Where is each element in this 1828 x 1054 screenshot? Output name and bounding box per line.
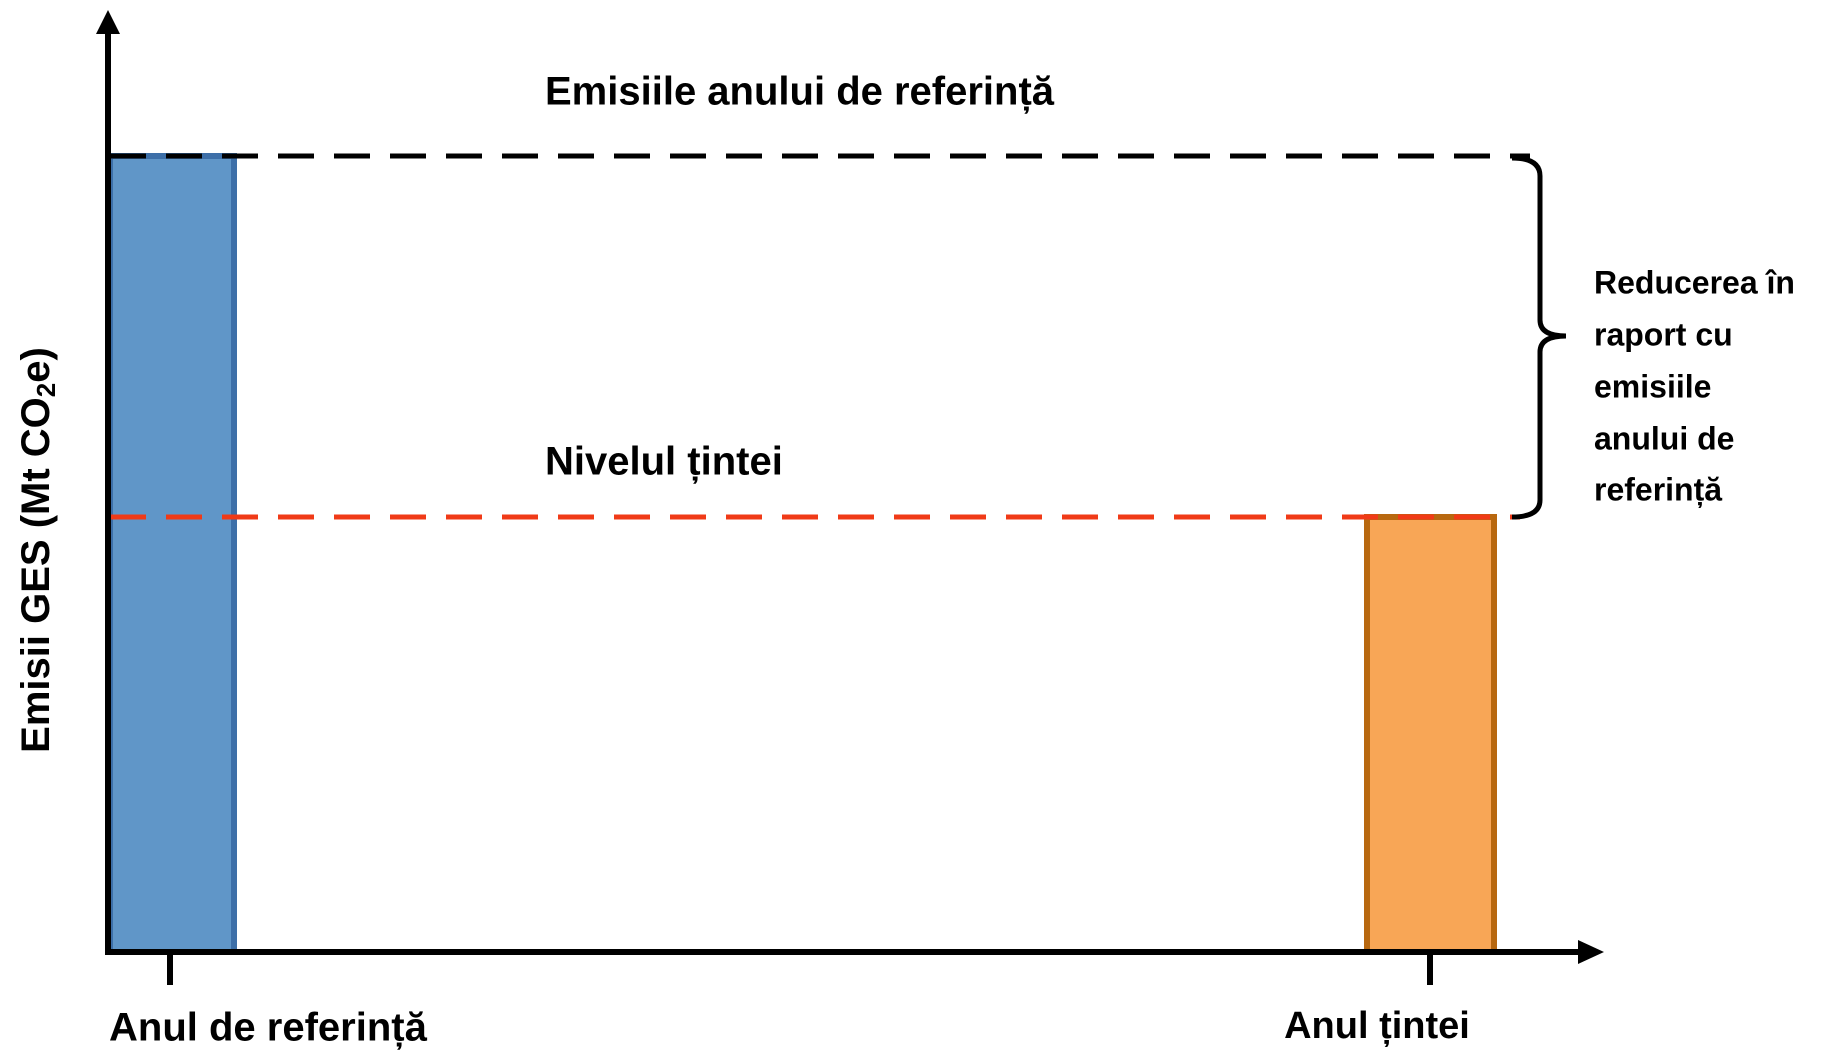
brace [1511, 155, 1567, 520]
reduction-line: emisiile [1594, 368, 1711, 404]
reduction-line: Reducerea în [1594, 264, 1795, 300]
y-axis-label: Emisii GES (Mt CO2e) [14, 347, 61, 753]
y-axis-arrow [96, 10, 120, 34]
x-axis-arrow [1578, 940, 1604, 964]
y-label-subscript: 2 [31, 383, 61, 397]
reduction-label: Reducerea în raport cu emisiile anului d… [1594, 264, 1795, 507]
target-label: Nivelul țintei [545, 440, 783, 484]
x-label: Anul țintei [1284, 1005, 1470, 1047]
reduction-line: raport cu [1594, 316, 1733, 352]
x-label: Anul de referință [109, 1006, 428, 1050]
target-bar [1364, 514, 1497, 955]
reduction-line: anului de [1594, 420, 1734, 456]
y-label-part: Emisii GES (Mt CO [14, 397, 58, 753]
y-label-part: e) [14, 347, 58, 383]
reference-label: Emisiile anului de referință [545, 70, 1055, 114]
reference-bar [107, 153, 237, 955]
reduction-line: referință [1594, 471, 1722, 507]
